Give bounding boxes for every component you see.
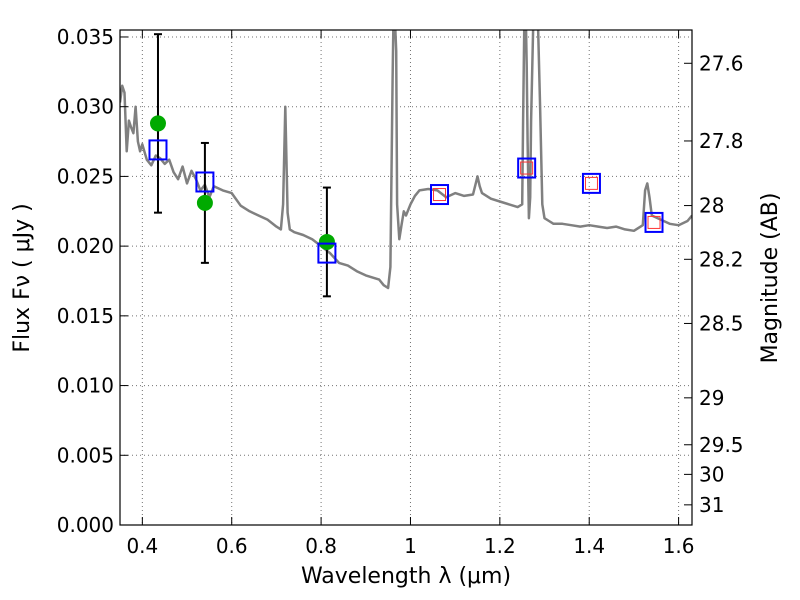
y2-tick-label: 29	[699, 386, 724, 410]
model-square	[581, 172, 601, 194]
x-tick-label: 0.6	[216, 534, 248, 558]
y-tick-label: 0.035	[57, 25, 114, 49]
y-tick-label: 0.010	[57, 374, 114, 398]
x-axis: 0.4 0.6 0.8 1 1.2 1.4 1.6	[126, 30, 695, 558]
synthetic-square	[433, 188, 447, 202]
x-tick-label: 0.4	[126, 534, 158, 558]
plot-frame	[119, 29, 693, 526]
y2-tick-label: 29.5	[699, 433, 744, 457]
grid	[120, 30, 692, 525]
y-axis: 0.000 0.005 0.010 0.015 0.020 0.025 0.030 0.035	[57, 25, 128, 537]
observed-point	[318, 233, 335, 250]
y2-tick-label: 27.6	[699, 51, 744, 75]
spectrum-line	[120, 30, 692, 290]
y2-tick-label: 30	[699, 462, 724, 486]
y-axis-title: Flux Fν ( μJy )	[10, 203, 35, 352]
y-tick-label: 0.005	[57, 443, 114, 467]
model-square	[644, 211, 664, 233]
model-square	[517, 157, 537, 179]
plot-content	[120, 30, 692, 298]
model-square	[430, 184, 450, 206]
x-axis-title: Wavelength λ (μm)	[301, 564, 511, 589]
x-tick-label: 0.8	[305, 534, 337, 558]
y2-tick-label: 27.8	[699, 129, 744, 153]
x-tick-label: 1.2	[484, 534, 516, 558]
synthetic-square	[520, 161, 534, 175]
observed-point	[149, 115, 166, 132]
observed-point	[196, 194, 213, 211]
x-tick-label: 1	[404, 534, 417, 558]
y2-axis: 27.6 27.8 28 28.2 28.5 29 29.5 30 31	[684, 51, 744, 517]
y-tick-label: 0.025	[57, 164, 114, 188]
x-tick-label: 1.4	[573, 534, 605, 558]
synthetic-square	[584, 176, 598, 190]
y-tick-label: 0.000	[57, 513, 114, 537]
x-tick-label: 1.6	[663, 534, 695, 558]
model-square	[148, 139, 168, 161]
y2-tick-label: 28	[699, 194, 724, 218]
y-tick-label: 0.030	[57, 95, 114, 119]
y-tick-label: 0.020	[57, 234, 114, 258]
y2-tick-label: 31	[699, 493, 724, 517]
y2-tick-label: 28.5	[699, 311, 744, 335]
synthetic-square	[647, 215, 661, 229]
y2-tick-label: 28.2	[699, 247, 744, 271]
y2-axis-title: Magnitude (AB)	[758, 193, 783, 364]
model-square	[195, 171, 215, 193]
model-square	[317, 242, 337, 264]
y-tick-label: 0.015	[57, 304, 114, 328]
